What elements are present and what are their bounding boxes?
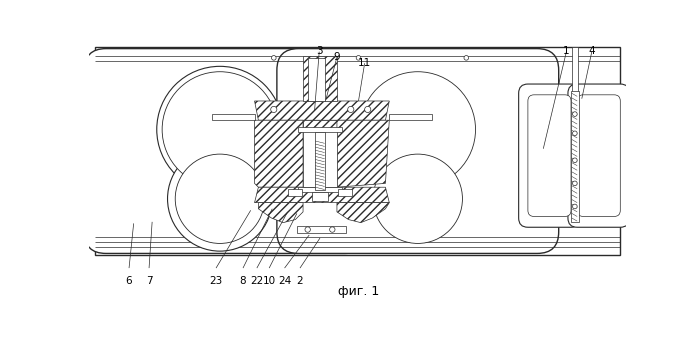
Circle shape [572,158,577,163]
Bar [297,226,346,234]
Circle shape [175,154,265,243]
Circle shape [572,112,577,116]
Circle shape [356,56,361,60]
FancyBboxPatch shape [528,95,571,217]
Circle shape [364,106,371,113]
Polygon shape [255,120,303,187]
FancyBboxPatch shape [577,95,621,217]
Text: 7: 7 [146,276,152,286]
Polygon shape [303,56,337,101]
Bar [299,187,341,192]
Bar [312,192,327,201]
Text: 8: 8 [239,276,246,286]
Text: 10: 10 [262,276,276,286]
Circle shape [271,106,277,113]
Circle shape [572,204,577,209]
Circle shape [157,66,283,193]
Text: 6: 6 [126,276,133,286]
Bar [571,91,579,222]
Circle shape [329,227,335,232]
Bar [299,127,341,132]
Circle shape [162,72,278,187]
Text: 9: 9 [334,52,340,62]
Circle shape [305,227,311,232]
Bar [572,47,578,92]
Circle shape [168,146,272,251]
Text: 2: 2 [297,276,304,286]
Circle shape [360,72,475,187]
Bar [315,132,325,190]
FancyBboxPatch shape [568,84,630,227]
Bar [309,58,325,101]
Text: 11: 11 [358,58,371,68]
Circle shape [348,106,354,113]
Circle shape [373,154,463,243]
Bar [95,47,621,255]
Polygon shape [389,114,431,120]
Text: 3: 3 [316,46,322,56]
Polygon shape [258,203,303,223]
FancyBboxPatch shape [519,84,580,227]
Polygon shape [303,120,337,130]
Text: 1: 1 [563,46,570,56]
Polygon shape [337,120,389,187]
Polygon shape [337,203,389,223]
Text: фиг. 1: фиг. 1 [338,285,379,298]
Polygon shape [255,187,389,203]
Text: 22: 22 [250,276,263,286]
Bar [339,189,352,196]
Circle shape [272,56,276,60]
Circle shape [572,131,577,136]
Polygon shape [212,114,255,120]
FancyBboxPatch shape [277,49,558,253]
Polygon shape [255,101,389,120]
Circle shape [464,56,468,60]
Circle shape [572,181,577,186]
Bar [303,130,337,187]
Text: 4: 4 [588,46,595,56]
Text: 24: 24 [278,276,291,286]
Bar [288,189,302,196]
Text: 23: 23 [209,276,223,286]
FancyBboxPatch shape [84,49,366,253]
